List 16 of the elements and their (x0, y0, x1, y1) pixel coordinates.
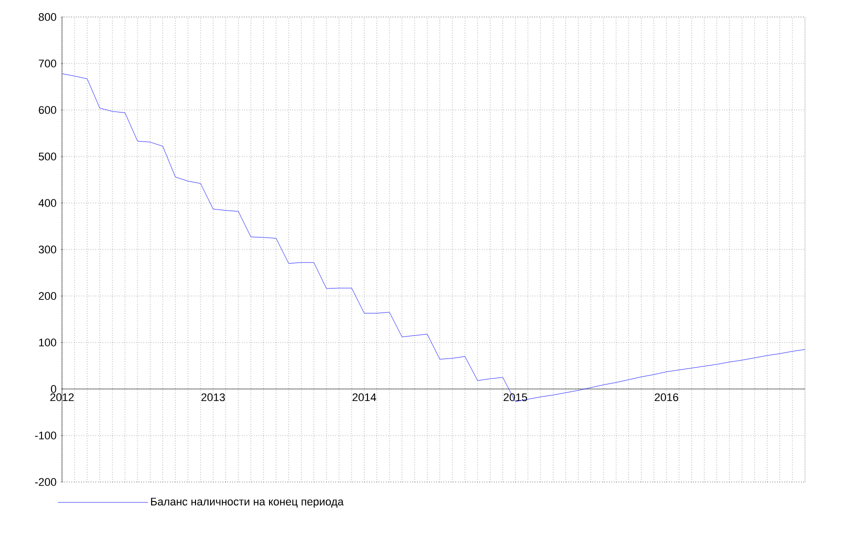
y-tick-label: 200 (38, 292, 56, 300)
y-tick-label: 0 (50, 385, 56, 393)
x-tick-label: 2014 (352, 393, 376, 402)
y-tick-label: -200 (35, 478, 56, 486)
y-tick-label: -100 (35, 432, 56, 440)
y-tick-label: 800 (38, 13, 56, 21)
y-tick-label: 400 (38, 199, 56, 207)
x-tick-label: 2012 (50, 393, 74, 402)
y-tick-label: 500 (38, 152, 56, 160)
y-tick-label: 600 (38, 106, 56, 114)
text: Баланс наличности на конец периода (151, 498, 344, 508)
x-tick-label: 2016 (654, 393, 678, 402)
y-tick-label: 700 (38, 60, 56, 68)
y-tick-label: 300 (38, 246, 56, 254)
y-tick-label: 100 (39, 338, 56, 346)
x-tick-label: 2013 (201, 393, 225, 402)
